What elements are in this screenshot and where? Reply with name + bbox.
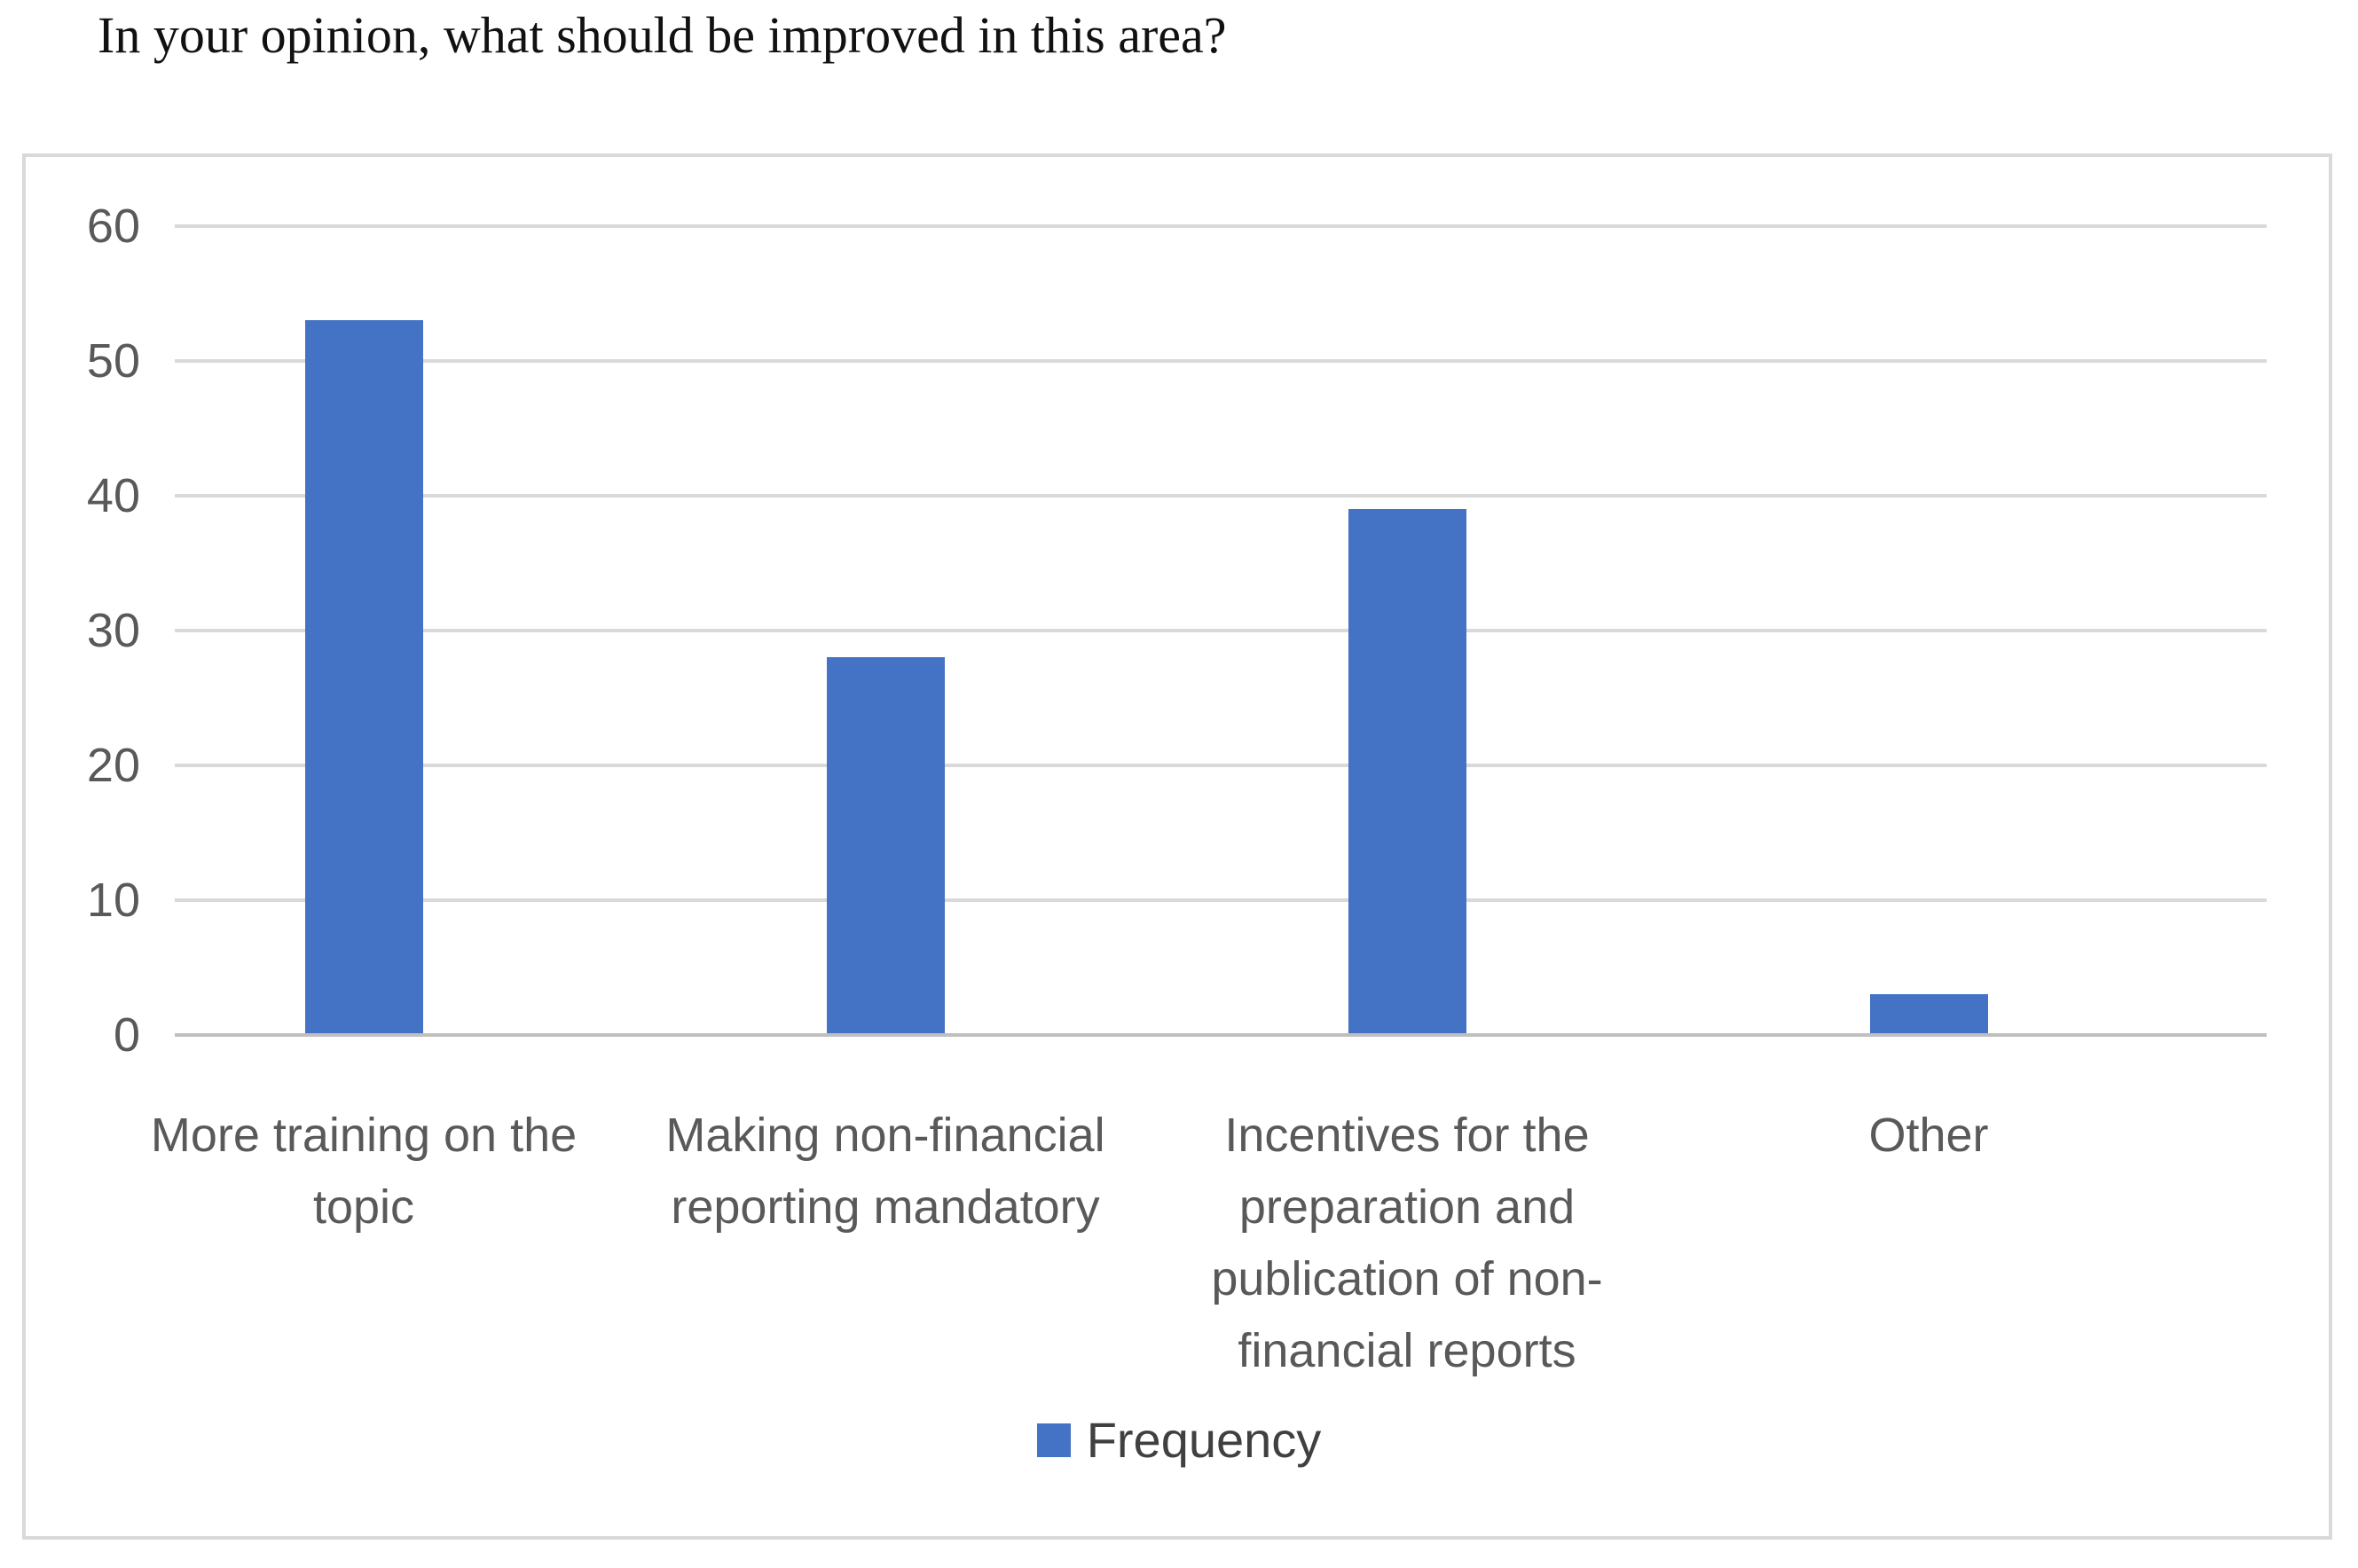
gridline-60 — [175, 224, 2267, 228]
legend-swatch-frequency — [1036, 1423, 1071, 1457]
y-tick-label-10: 10 — [86, 874, 140, 927]
legend: Frequency — [0, 1415, 2358, 1465]
bar-3 — [1348, 509, 1466, 1033]
y-tick-label-0: 0 — [113, 1008, 140, 1062]
bar-1 — [304, 320, 423, 1033]
gridline-30 — [175, 629, 2267, 632]
y-tick-label-20: 20 — [86, 739, 140, 792]
bar-4 — [1869, 994, 1988, 1033]
y-tick-label-60: 60 — [86, 200, 140, 253]
x-category-label-3: Incentives for the preparation and publi… — [1211, 1109, 1603, 1377]
gridline-10 — [175, 898, 2267, 902]
x-category-label-4: Other — [1868, 1109, 1989, 1162]
y-tick-label-30: 30 — [86, 604, 140, 657]
x-category-label-2: Making non-financial reporting mandatory — [665, 1109, 1105, 1234]
bar-2 — [826, 657, 945, 1033]
chart-title: In your opinion, what should be improved… — [98, 6, 1227, 64]
gridline-50 — [175, 359, 2267, 363]
gridline-40 — [175, 494, 2267, 498]
gridline-20 — [175, 764, 2267, 767]
legend-label-frequency: Frequency — [1086, 1412, 1322, 1468]
x-axis-line — [175, 1033, 2267, 1037]
y-tick-label-50: 50 — [86, 334, 140, 388]
x-category-label-1: More training on the topic — [150, 1109, 578, 1234]
y-tick-label-40: 40 — [86, 469, 140, 522]
